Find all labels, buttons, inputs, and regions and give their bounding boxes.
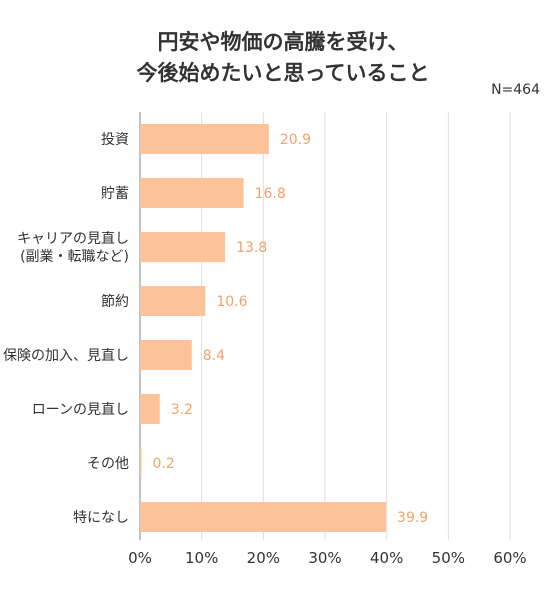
- tick-label: 10%: [185, 549, 218, 567]
- category-label: 保険の加入、見直し: [3, 347, 129, 364]
- data-label: 20.9: [280, 132, 311, 148]
- tick-label: 30%: [308, 549, 341, 567]
- bars: [140, 124, 387, 532]
- category-label: その他: [87, 456, 129, 472]
- bar: [140, 502, 387, 532]
- category-label: 貯蓄: [101, 186, 129, 202]
- tick-label: 50%: [432, 549, 465, 567]
- data-label: 13.8: [236, 240, 267, 256]
- bar: [140, 448, 142, 478]
- tick-label: 20%: [247, 549, 280, 567]
- data-label: 0.2: [153, 456, 175, 472]
- value-labels: 20.9 16.8 13.8 10.6 8.4 3.2 0.2 39.9: [153, 132, 429, 526]
- bar: [140, 178, 244, 208]
- category-label: 特になし: [73, 510, 129, 526]
- data-label: 3.2: [171, 402, 193, 418]
- data-label: 10.6: [216, 294, 247, 310]
- category-label: 節約: [101, 293, 129, 310]
- x-axis-ticks: 0% 10% 20% 30% 40% 50% 60%: [128, 549, 527, 567]
- tick-label: 60%: [493, 549, 526, 567]
- data-label: 8.4: [203, 348, 225, 364]
- tick-label: 40%: [370, 549, 403, 567]
- tick-label: 0%: [128, 549, 152, 567]
- grid-lines: [139, 112, 511, 540]
- category-label: (副業・転職など): [20, 249, 129, 265]
- sample-size-note: N=464: [491, 82, 540, 98]
- bar: [140, 286, 206, 316]
- data-label: 39.9: [397, 510, 428, 526]
- bar: [140, 124, 269, 154]
- bar: [140, 340, 192, 370]
- category-label: 投資: [101, 132, 129, 148]
- chart-title-line-2: 今後始めたいと思っていること: [137, 61, 430, 85]
- category-label: キャリアの見直し: [17, 230, 129, 247]
- data-label: 16.8: [255, 186, 286, 202]
- bar: [140, 232, 226, 262]
- chart-title-line-1: 円安や物価の高騰を受け、: [158, 30, 409, 54]
- category-label: ローンの見直し: [32, 401, 129, 418]
- bar: [140, 394, 160, 424]
